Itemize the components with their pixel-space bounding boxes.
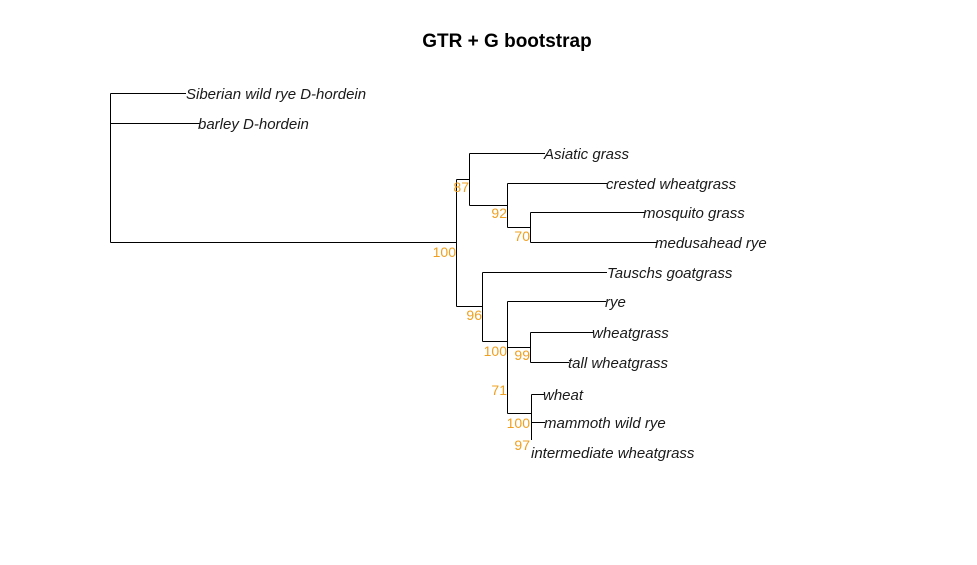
- tip-label-barley: barley D-hordein: [198, 116, 309, 133]
- bootstrap-label: 99: [514, 347, 530, 363]
- tip-label-siberian-wild-rye: Siberian wild rye D-hordein: [186, 86, 366, 103]
- bootstrap-labels: 87 92 70 100 96 100 99 71 100 97: [433, 179, 531, 453]
- chart-title: GTR + G bootstrap: [422, 31, 591, 52]
- bootstrap-label: 100: [433, 244, 457, 260]
- tip-labels: Siberian wild rye D-hordein barley D-hor…: [186, 86, 767, 462]
- bootstrap-label: 97: [514, 437, 530, 453]
- tip-label-mammoth-wild-rye: mammoth wild rye: [544, 415, 666, 432]
- tip-label-wheatgrass: wheatgrass: [592, 325, 669, 342]
- tip-label-rye: rye: [605, 294, 626, 311]
- bootstrap-label: 96: [466, 307, 482, 323]
- bootstrap-label: 71: [491, 382, 507, 398]
- bootstrap-label: 100: [484, 343, 508, 359]
- tree-branches: [110, 93, 657, 440]
- tip-label-intermediate-wheatgrass: intermediate wheatgrass: [531, 445, 695, 462]
- tip-label-mosquito-grass: mosquito grass: [643, 205, 745, 222]
- bootstrap-label: 100: [507, 415, 531, 431]
- tip-label-crested-wheatgrass: crested wheatgrass: [606, 176, 737, 193]
- tip-label-asiatic-grass: Asiatic grass: [543, 146, 630, 163]
- bootstrap-label: 87: [453, 179, 469, 195]
- tip-label-tauschs-goatgrass: Tauschs goatgrass: [607, 265, 733, 282]
- tip-label-wheat: wheat: [543, 387, 584, 404]
- tip-label-medusahead-rye: medusahead rye: [655, 235, 767, 252]
- bootstrap-label: 70: [514, 228, 530, 244]
- tip-label-tall-wheatgrass: tall wheatgrass: [568, 355, 669, 372]
- bootstrap-label: 92: [491, 205, 507, 221]
